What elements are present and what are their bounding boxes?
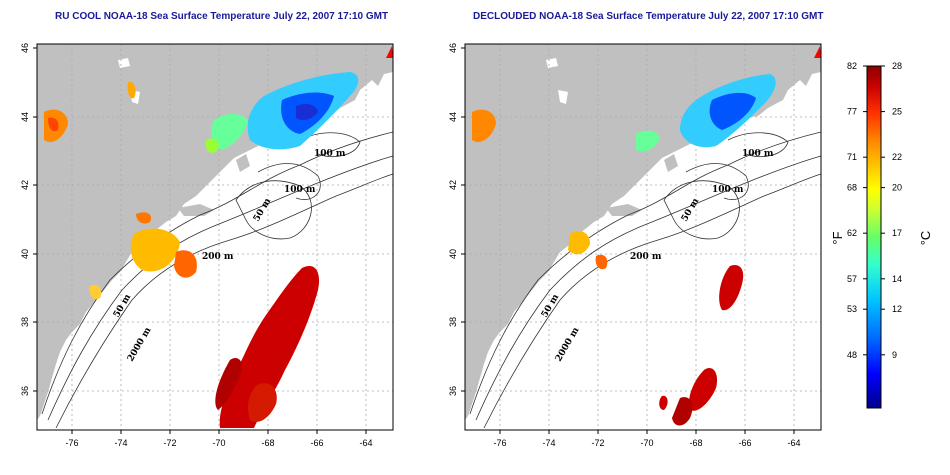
lon-tick: -72 xyxy=(163,438,176,448)
fahrenheit-tick-label: 71 xyxy=(847,152,857,162)
celsius-tick-label: 14 xyxy=(892,274,902,284)
lat-tick: 38 xyxy=(448,317,458,327)
lat-tick: 40 xyxy=(448,249,458,259)
lat-tick: 44 xyxy=(448,112,458,122)
cape-cod xyxy=(236,154,250,172)
map-frame xyxy=(464,43,822,431)
lon-tick: -68 xyxy=(261,438,274,448)
lat-tick: 44 xyxy=(20,112,30,122)
lat-tick: 42 xyxy=(448,180,458,190)
celsius-tick-label: 12 xyxy=(892,304,902,314)
sst-cool-water xyxy=(636,74,776,152)
lon-tick: -76 xyxy=(65,438,78,448)
bathymetry-contours xyxy=(41,131,394,429)
fahrenheit-tick-label: 68 xyxy=(847,183,857,193)
lon-tick: -64 xyxy=(787,438,800,448)
fahrenheit-tick-label: 62 xyxy=(847,228,857,238)
lat-tick: 36 xyxy=(20,386,30,396)
fahrenheit-tick-label: 53 xyxy=(847,304,857,314)
left-map-panel: 100 m 100 m 50 m 200 m 50 m 2000 m -76 -… xyxy=(20,43,394,448)
lat-tick: 36 xyxy=(448,386,458,396)
sst-warm-water xyxy=(472,46,821,426)
graticule xyxy=(465,44,821,430)
map-frame xyxy=(36,43,394,431)
contour-label-200m: 200 m xyxy=(202,252,234,262)
fahrenheit-tick-label: 77 xyxy=(847,107,857,117)
lon-tick: -66 xyxy=(310,438,323,448)
inland-lakes xyxy=(546,58,568,104)
lon-tick: -70 xyxy=(212,438,225,448)
contour-label-100m-b: 100 m xyxy=(284,185,316,195)
lat-tick: 38 xyxy=(20,317,30,327)
lon-tick: -74 xyxy=(542,438,555,448)
celsius-tick-label: 28 xyxy=(892,61,902,71)
bathymetry-contours xyxy=(469,131,822,429)
lon-tick: -64 xyxy=(359,438,372,448)
lon-tick: -76 xyxy=(493,438,506,448)
colorbar: 28 82 25 77 22 71 20 68 17 62 14 57 12 53 9 48 °F °C xyxy=(830,61,933,409)
fahrenheit-tick-label: 82 xyxy=(847,61,857,71)
lon-tick: -72 xyxy=(591,438,604,448)
right-panel-title: DECLOUDED NOAA-18 Sea Surface Temperatur… xyxy=(473,11,824,22)
lon-tick: -74 xyxy=(114,438,127,448)
right-map-panel: 100 m 100 m 50 m 200 m 50 m 2000 m -76 -… xyxy=(448,43,822,448)
contour-label-200m: 200 m xyxy=(630,252,662,262)
fahrenheit-tick-label: 57 xyxy=(847,274,857,284)
lon-tick: -68 xyxy=(689,438,702,448)
lat-tick: 42 xyxy=(20,180,30,190)
left-panel-title: RU COOL NOAA-18 Sea Surface Temperature … xyxy=(55,11,389,22)
celsius-tick-label: 25 xyxy=(892,107,902,117)
lat-tick: 40 xyxy=(20,249,30,259)
celsius-tick-label: 22 xyxy=(892,152,902,162)
land-mass xyxy=(465,44,821,420)
celsius-unit-label: °C xyxy=(918,231,933,246)
celsius-tick-label: 20 xyxy=(892,183,902,193)
lon-tick: -66 xyxy=(738,438,751,448)
sst-warm-water xyxy=(44,46,393,428)
fahrenheit-unit-label: °F xyxy=(830,231,845,244)
contour-label-100m-a: 100 m xyxy=(742,149,774,159)
lon-tick: -70 xyxy=(640,438,653,448)
colorbar-gradient xyxy=(866,65,882,409)
lat-tick: 46 xyxy=(20,43,30,53)
fahrenheit-tick-label: 48 xyxy=(847,350,857,360)
lat-tick: 46 xyxy=(448,43,458,53)
contour-label-100m-b: 100 m xyxy=(712,185,744,195)
land-mass xyxy=(37,44,393,420)
celsius-tick-label: 17 xyxy=(892,228,902,238)
contour-label-100m-a: 100 m xyxy=(314,149,346,159)
celsius-tick-label: 9 xyxy=(892,350,897,360)
sst-cool-water xyxy=(205,72,359,153)
cape-cod xyxy=(664,154,678,172)
